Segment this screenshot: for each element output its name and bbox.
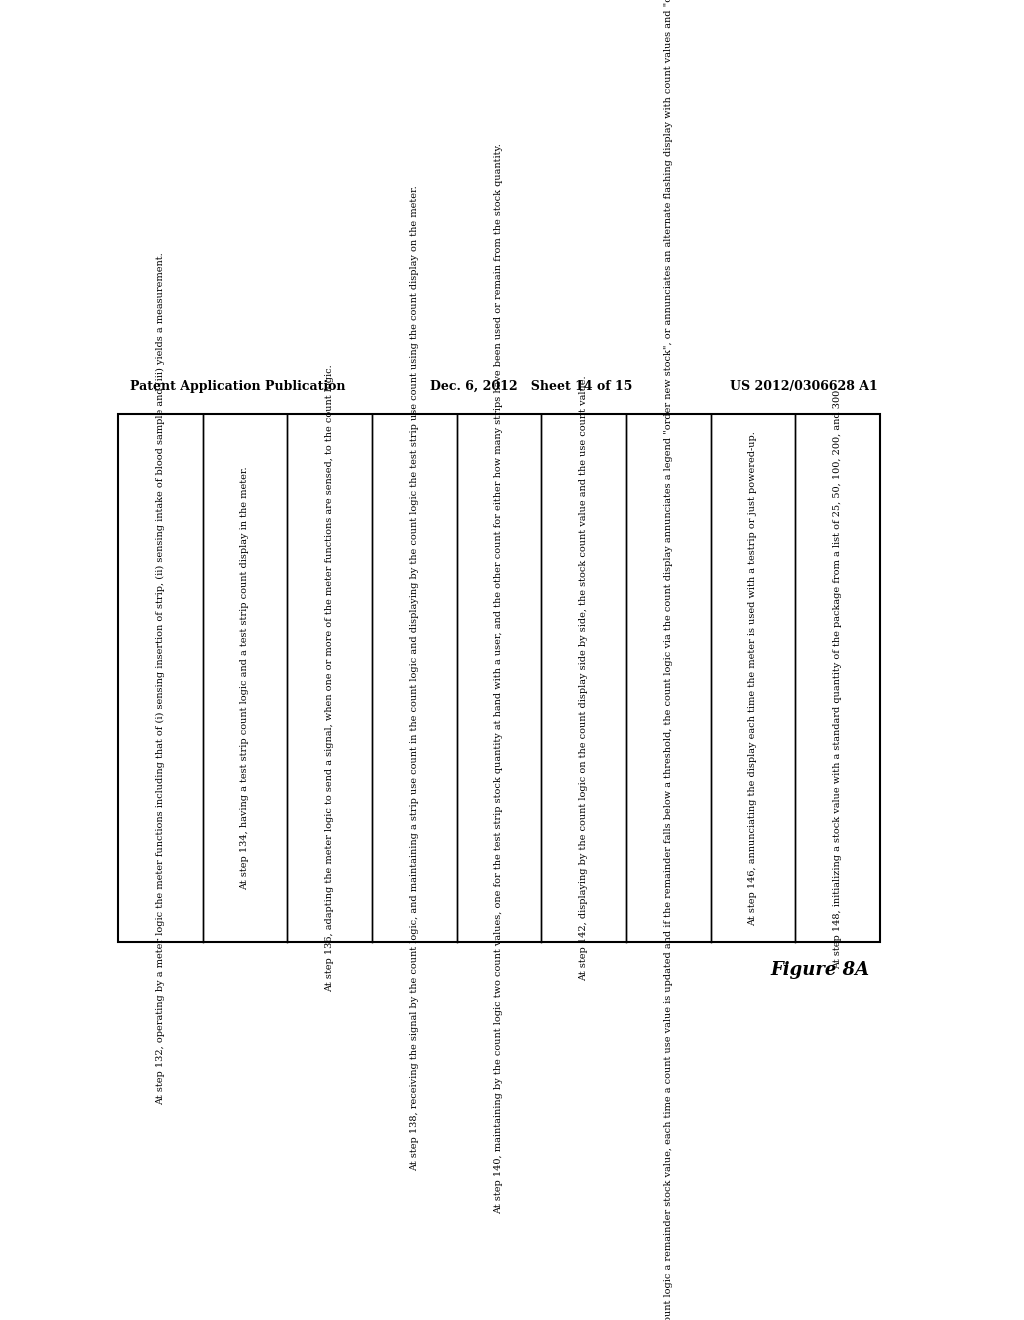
Text: At step 142, displaying by the count logic on the count display side by side, th: At step 142, displaying by the count log… bbox=[580, 375, 588, 981]
Text: At step 146, annunciating the display each time the meter is used with a testrip: At step 146, annunciating the display ea… bbox=[749, 430, 758, 925]
Text: At step 136, adapting the meter logic to send a signal, when one or more of the : At step 136, adapting the meter logic to… bbox=[326, 364, 334, 993]
Text: At step 134, having a test strip count logic and a test strip count display in t: At step 134, having a test strip count l… bbox=[241, 466, 250, 890]
Text: At step 140, maintaining by the count logic two count values, one for the test s: At step 140, maintaining by the count lo… bbox=[495, 143, 504, 1213]
Text: At step 132, operating by a meter logic the meter functions including that of (i: At step 132, operating by a meter logic … bbox=[156, 252, 165, 1105]
Text: Patent Application Publication: Patent Application Publication bbox=[130, 380, 345, 393]
Text: At step 138, receiving the signal by the count logic, and maintaining a strip us: At step 138, receiving the signal by the… bbox=[410, 185, 419, 1171]
Bar bbox=[118, 414, 880, 942]
Text: Figure 8A: Figure 8A bbox=[770, 961, 869, 979]
Text: At step 148, initializing a stock value with a standard quantity of the package : At step 148, initializing a stock value … bbox=[834, 387, 842, 969]
Text: US 2012/0306628 A1: US 2012/0306628 A1 bbox=[730, 380, 878, 393]
Text: At step 144, computing by the count logic a remainder stock value, each time a c: At step 144, computing by the count logi… bbox=[664, 0, 673, 1320]
Text: Dec. 6, 2012   Sheet 14 of 15: Dec. 6, 2012 Sheet 14 of 15 bbox=[430, 380, 633, 393]
